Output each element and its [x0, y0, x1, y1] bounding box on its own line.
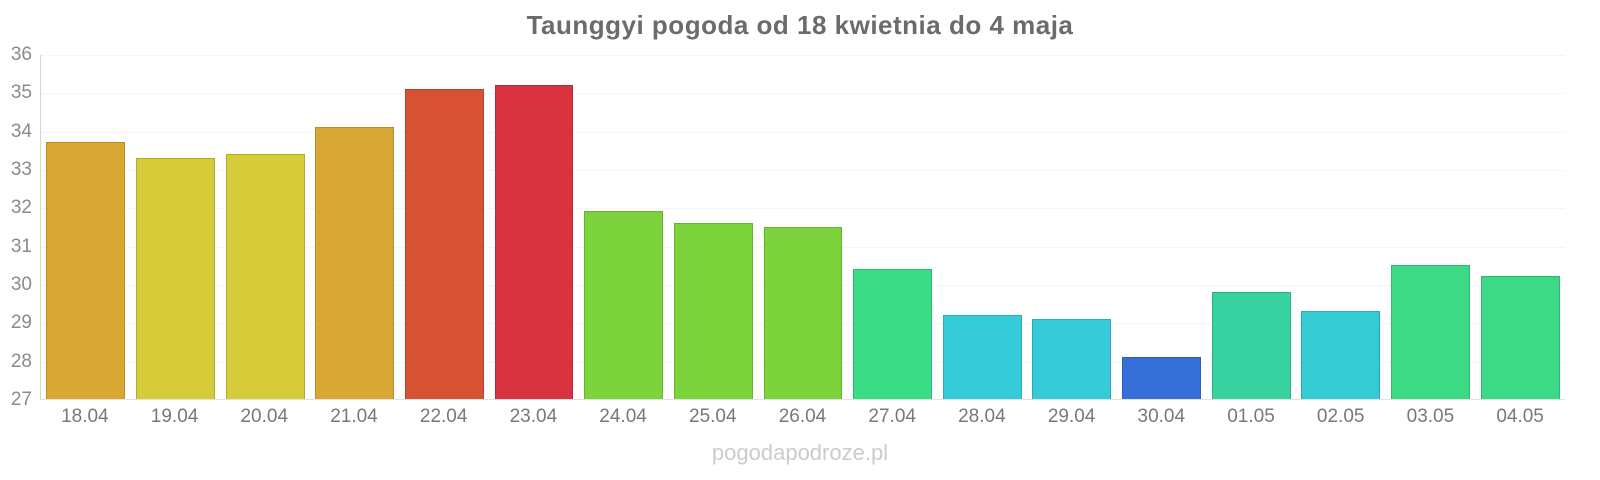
bar-cell — [758, 55, 848, 399]
y-tick-label: 28 — [10, 350, 32, 372]
y-tick-label: 35 — [10, 82, 32, 104]
bar-19.04[interactable] — [136, 157, 215, 399]
y-tick-label: 34 — [10, 120, 32, 142]
x-tick-label: 04.05 — [1496, 406, 1544, 427]
bar-cell — [1206, 55, 1296, 399]
bar-04.05[interactable] — [1480, 276, 1560, 399]
bar-03.05[interactable] — [1390, 264, 1470, 399]
watermark: pogodapodroze.pl — [711, 440, 889, 465]
bar-02.05[interactable] — [1301, 310, 1381, 399]
x-tick-label: 28.04 — [958, 406, 1006, 427]
bar-cell — [1117, 55, 1207, 399]
bar-cell — [41, 55, 131, 399]
bar-24.04[interactable] — [584, 211, 664, 399]
bar-22.04[interactable] — [404, 88, 484, 399]
bar-cell — [220, 55, 310, 399]
x-tick-label: 02.05 — [1316, 406, 1365, 427]
gridline — [41, 131, 1565, 133]
bar-cell — [937, 55, 1027, 399]
x-tick-label: 01.05 — [1227, 406, 1275, 427]
y-tick-label: 33 — [10, 159, 32, 180]
x-tick-label: 03.05 — [1406, 406, 1455, 427]
bar-21.04[interactable] — [315, 126, 395, 399]
bar-cell — [579, 55, 669, 399]
x-tick-label: 30.04 — [1137, 406, 1186, 427]
bar-cell — [400, 55, 490, 399]
bar-cell — [1296, 55, 1386, 399]
bar-23.04[interactable] — [494, 84, 574, 399]
gridline — [41, 93, 1565, 95]
bar-cell — [131, 55, 221, 399]
bar-cell — [489, 55, 579, 399]
x-tick-label: 25.04 — [689, 406, 737, 427]
y-tick-label: 32 — [10, 197, 32, 219]
bar-26.04[interactable] — [763, 226, 843, 399]
bar-cell — [668, 55, 758, 399]
x-tick-label: 23.04 — [509, 406, 558, 427]
y-tick-label: 27 — [10, 389, 32, 410]
bar-series — [41, 55, 1565, 399]
bar-cell — [310, 55, 400, 399]
bar-28.04[interactable] — [942, 314, 1022, 399]
bar-27.04[interactable] — [853, 268, 933, 399]
bar-29.04[interactable] — [1032, 318, 1112, 399]
x-tick-label: 19.04 — [150, 406, 199, 427]
bar-cell — [848, 55, 938, 399]
x-tick-label: 24.04 — [599, 406, 647, 427]
gridline — [41, 208, 1565, 210]
x-tick-label: 26.04 — [778, 406, 827, 427]
bar-01.05[interactable] — [1211, 291, 1291, 399]
chart-title: Taunggyi pogoda od 18 kwietnia do 4 maja — [526, 10, 1074, 40]
y-tick-label: 36 — [10, 44, 32, 65]
gridline — [41, 55, 1565, 56]
x-tick-label: 27.04 — [868, 406, 916, 427]
y-tick-label: 29 — [10, 312, 32, 334]
x-tick-label: 18.04 — [61, 406, 109, 427]
bar-cell — [1386, 55, 1476, 399]
x-tick-label: 29.04 — [1047, 406, 1096, 427]
bar-20.04[interactable] — [225, 153, 305, 399]
plot-area — [40, 55, 1565, 400]
bar-30.04[interactable] — [1122, 356, 1201, 399]
x-tick-label: 22.04 — [419, 406, 468, 427]
y-tick-label: 30 — [10, 274, 32, 295]
gridline — [41, 170, 1565, 171]
x-tick-label: 21.04 — [330, 406, 378, 427]
y-tick-label: 31 — [10, 235, 32, 257]
bar-cell — [1027, 55, 1117, 399]
bar-cell — [1475, 55, 1565, 399]
bar-18.04[interactable] — [46, 142, 126, 399]
x-axis-labels: 18.04 19.04 20.04 21.04 22.04 23.04 24.04 25.04… — [40, 406, 1565, 428]
x-tick-label: 20.04 — [240, 406, 289, 427]
bar-25.04[interactable] — [673, 222, 753, 399]
